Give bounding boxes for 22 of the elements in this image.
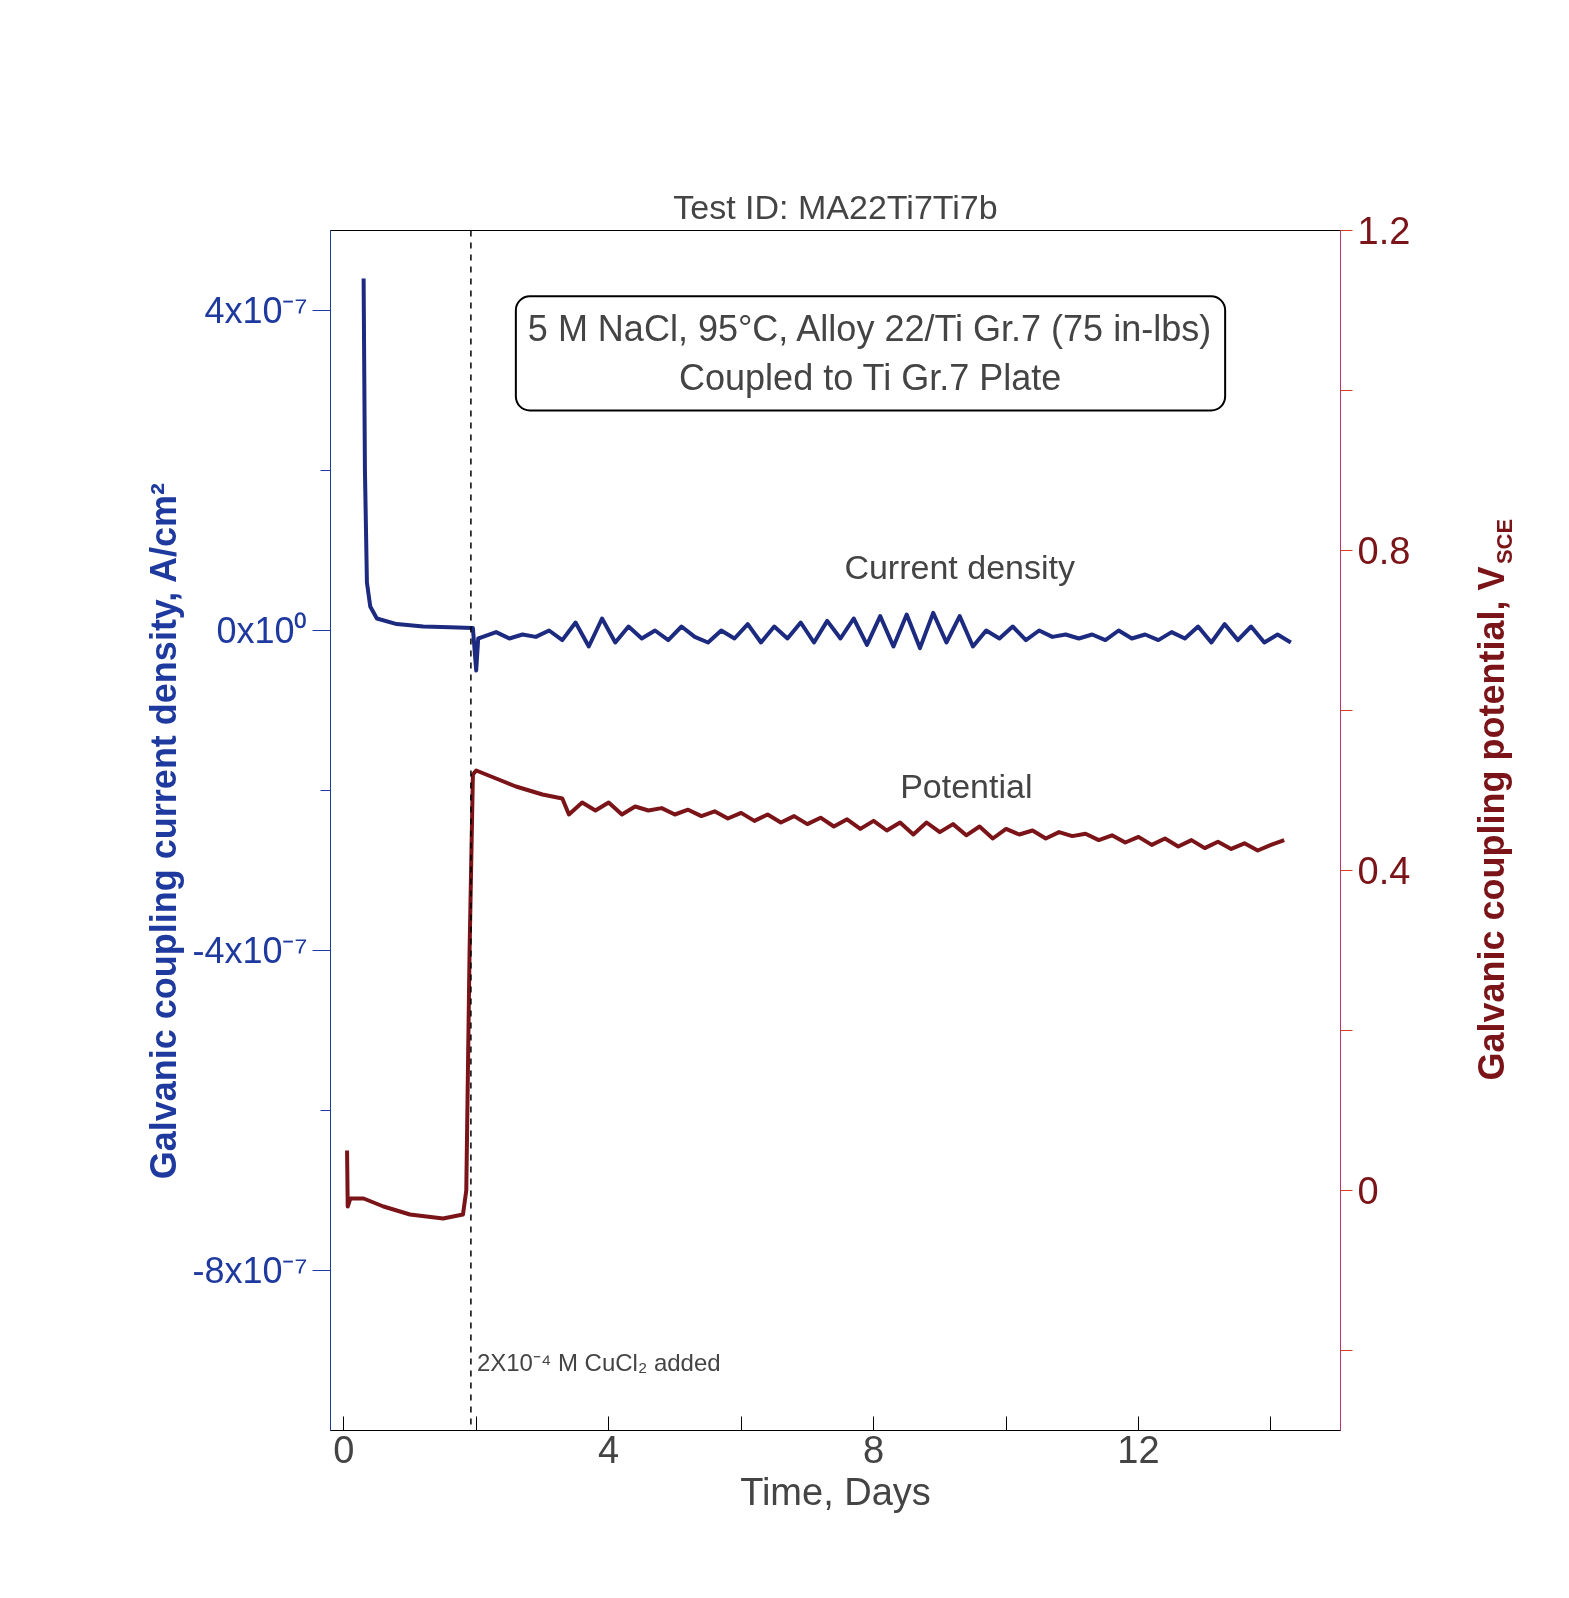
y-axis-title: Galvanic coupling current density, A/cm² (143, 483, 185, 1180)
ref-line-label: 2X10⁻⁴ M CuCl₂ added (476, 1348, 721, 1376)
y2-tick-label: 0 (1357, 1170, 1379, 1212)
y2-tick-label: 0.4 (1357, 850, 1411, 892)
y-tick-label: -4x10⁻⁷ (192, 930, 308, 971)
line-series (345, 768, 1287, 1221)
x-tick-label: 0 (333, 1428, 355, 1471)
x-tick-label: 4 (598, 1428, 620, 1471)
series-label: Potential (900, 767, 1033, 806)
y-tick-label: 4x10⁻⁷ (204, 290, 308, 331)
y2-tick-label: 0.8 (1357, 530, 1411, 572)
y-tick-label: 0x10⁰ (216, 610, 308, 651)
text: 5 M NaCl, 95°C, Alloy 22/Ti Gr.7 (75 in-lbs) Coupled to Ti Gr.7 Plate (527, 308, 1212, 399)
y2-axis-title: Galvanic coupling potential, VSCE (1470, 518, 1517, 1081)
chart-title: Test ID: MA22Ti7Ti7b (673, 187, 998, 226)
x-tick-label: 12 (1117, 1428, 1160, 1471)
series-label: Current density (844, 548, 1075, 587)
line-series (361, 276, 1293, 673)
y-tick-label: -8x10⁻⁷ (192, 1250, 308, 1291)
x-axis-title: Time, Days (740, 1470, 931, 1513)
x-tick-label: 8 (863, 1428, 885, 1471)
y2-tick-label: 1.2 (1357, 210, 1411, 252)
